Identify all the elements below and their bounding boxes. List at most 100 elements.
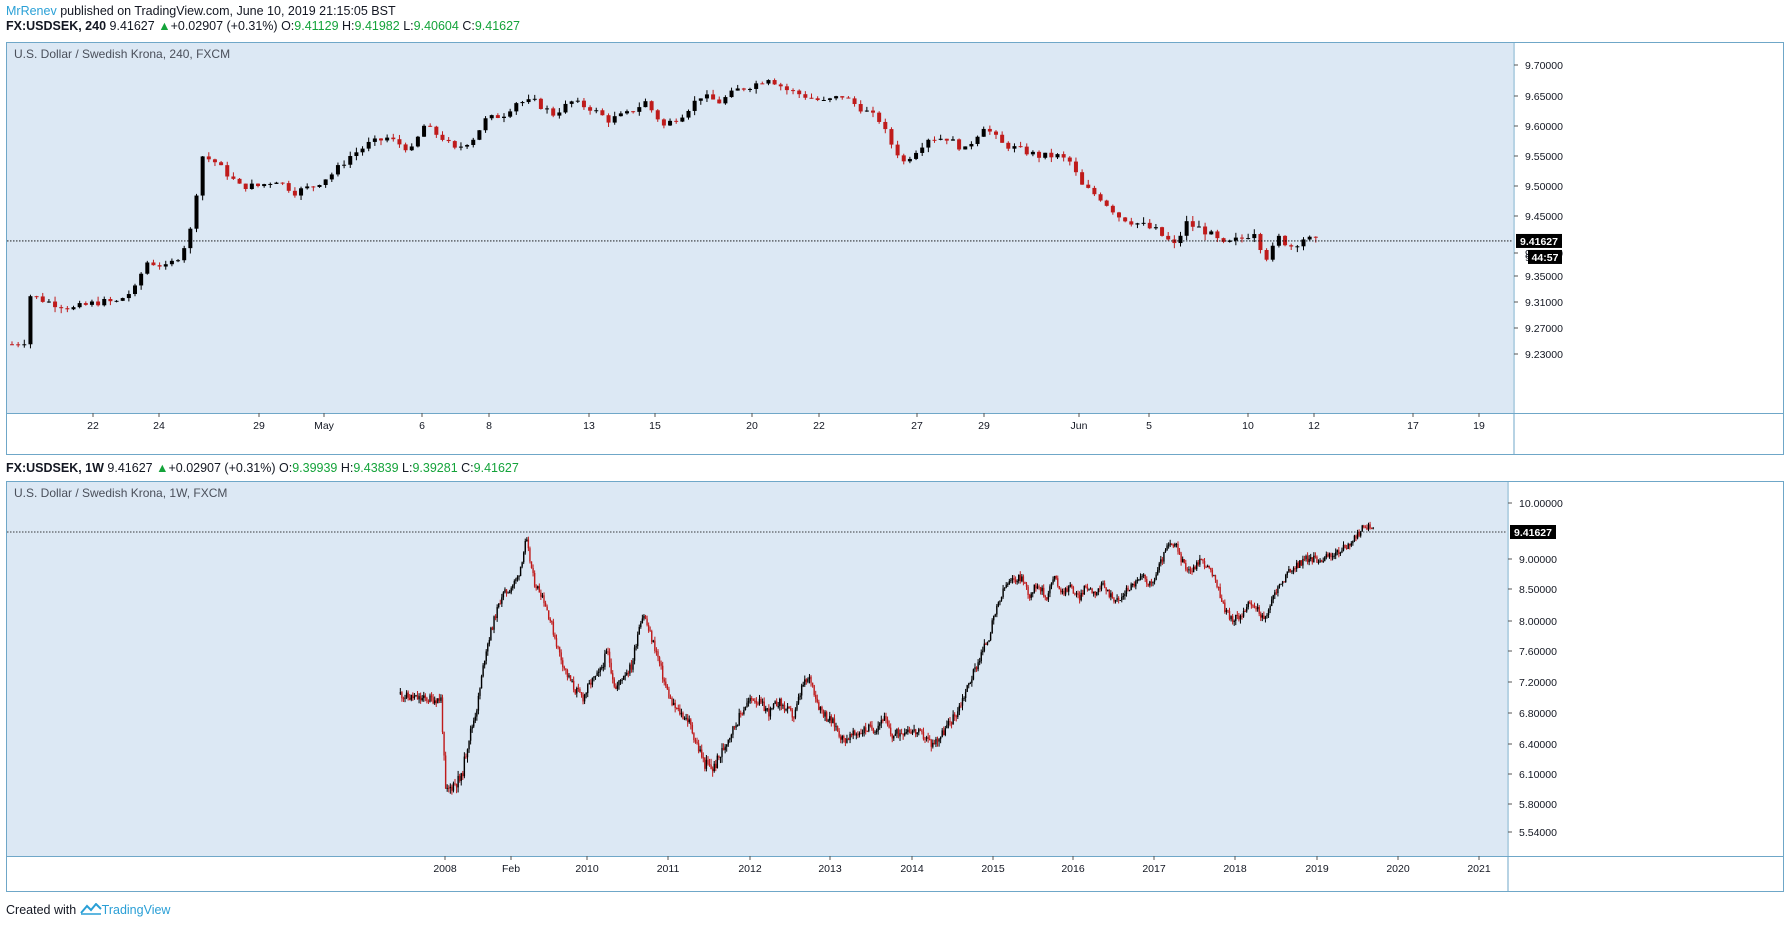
candle-body xyxy=(1033,584,1036,593)
candle-body xyxy=(397,139,402,145)
candle-body xyxy=(661,665,664,680)
candle-body xyxy=(889,727,892,735)
candle-body xyxy=(53,301,58,308)
candle-body xyxy=(1139,576,1142,580)
candle-body xyxy=(1123,217,1128,222)
candle-body xyxy=(749,698,751,702)
candle-body xyxy=(1247,602,1249,607)
candle-body xyxy=(409,146,414,151)
bottom-symbol[interactable]: FX:USDSEK, 1W xyxy=(6,461,104,475)
candle-body xyxy=(1175,544,1178,546)
candle-body xyxy=(1361,525,1363,532)
x-tick-label: 2013 xyxy=(818,863,842,875)
candle-body xyxy=(950,139,955,141)
candle-body xyxy=(544,603,547,607)
candle-body xyxy=(516,577,519,580)
candle-body xyxy=(491,627,494,630)
candle-body xyxy=(961,698,964,706)
candle-body xyxy=(1147,222,1152,229)
candle-body xyxy=(225,165,230,177)
candle-body xyxy=(852,730,854,736)
candle-body xyxy=(473,720,475,727)
candle-body xyxy=(819,706,822,710)
x-tick-label: 8 xyxy=(486,420,492,432)
candle-body xyxy=(1291,570,1293,573)
candle-body xyxy=(994,614,996,616)
candle-body xyxy=(1003,587,1006,589)
bottom-l-label: L: xyxy=(402,461,413,475)
candle-body xyxy=(638,626,640,635)
candle-body xyxy=(1197,562,1199,565)
candle-body xyxy=(918,729,920,733)
candle-body xyxy=(1141,222,1146,224)
candle-body xyxy=(1366,527,1368,530)
candle-body xyxy=(499,603,501,605)
candle-body xyxy=(829,716,831,721)
candle-body xyxy=(824,712,826,717)
footer-brand[interactable]: TradingView xyxy=(101,903,171,917)
candle-body xyxy=(955,716,957,718)
candle-body xyxy=(839,736,842,740)
top-chart-panel[interactable]: U.S. Dollar / Swedish Krona, 240, FXCM 9.… xyxy=(6,42,1784,455)
top-symbol[interactable]: FX:USDSEK, 240 xyxy=(6,19,107,33)
candle-body xyxy=(693,733,695,740)
x-tick-label: 2016 xyxy=(1061,863,1085,875)
candle-body xyxy=(1166,545,1168,551)
candle-body xyxy=(744,707,747,711)
candle-body xyxy=(825,712,828,722)
candle-body xyxy=(952,714,954,725)
candle-body xyxy=(1072,586,1075,594)
y-tick-label: 6.10000 xyxy=(1519,769,1557,781)
candle-body xyxy=(626,672,628,676)
bottom-chart-panel[interactable]: U.S. Dollar / Swedish Krona, 1W, FXCM 10.… xyxy=(6,481,1784,892)
candle-body xyxy=(1272,595,1274,600)
candle-body xyxy=(972,669,975,680)
candle-body xyxy=(502,116,506,118)
candle-body xyxy=(1320,560,1323,562)
candle-body xyxy=(1275,592,1278,594)
candle-body xyxy=(1372,527,1374,529)
candle-body xyxy=(597,671,600,673)
candle-body xyxy=(1066,588,1068,592)
candle-body xyxy=(1010,580,1012,582)
candle-body xyxy=(323,179,328,186)
countdown-tag xyxy=(1528,249,1562,264)
candle-body xyxy=(1116,597,1118,600)
candle-body xyxy=(580,692,583,695)
candle-body xyxy=(1027,586,1029,596)
candle-body xyxy=(683,718,686,720)
candle-body xyxy=(1307,236,1312,240)
candle-body xyxy=(805,679,808,682)
top-chart[interactable]: U.S. Dollar / Swedish Krona, 240, FXCM 9.… xyxy=(7,43,1783,454)
candle-body xyxy=(415,695,417,697)
footer-created: Created with xyxy=(6,903,77,917)
candle-body xyxy=(1149,581,1151,586)
candle-body xyxy=(457,775,459,788)
bottom-chart[interactable]: U.S. Dollar / Swedish Krona, 1W, FXCM 10.… xyxy=(7,482,1783,891)
candle-body xyxy=(1261,615,1264,618)
candle-body xyxy=(748,88,752,90)
candle-body xyxy=(77,303,82,308)
x-tick-label: 29 xyxy=(978,420,990,432)
candle-body xyxy=(596,672,598,676)
candle-body xyxy=(907,158,912,162)
candle-body xyxy=(535,586,537,589)
candle-body xyxy=(1167,544,1170,546)
candle-body xyxy=(1053,576,1056,580)
candle-body xyxy=(416,695,419,700)
x-tick-label: 19 xyxy=(1473,420,1485,432)
candle-body xyxy=(883,716,886,721)
candle-body xyxy=(1292,568,1295,571)
y-tick-label: 9.60000 xyxy=(1525,121,1563,133)
x-tick-label: 15 xyxy=(649,420,661,432)
x-tick-label: 20 xyxy=(746,420,758,432)
candle-body xyxy=(724,746,726,751)
candle-body xyxy=(888,724,890,728)
candle-body xyxy=(513,580,516,586)
candle-body xyxy=(379,138,383,141)
candle-body xyxy=(1192,566,1195,573)
candle-body xyxy=(674,702,676,708)
candle-body xyxy=(530,561,533,568)
candle-body xyxy=(569,101,574,104)
author-link[interactable]: MrRenev xyxy=(6,4,57,18)
